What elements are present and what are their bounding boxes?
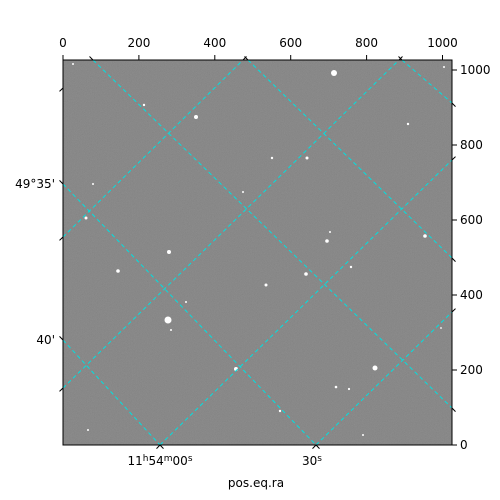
grid-line-dec [63,60,400,389]
left-tick [59,87,64,92]
right-axis-labels: 1000 800 600 400 200 0 [460,63,491,452]
grid-line-dec [159,159,452,445]
left-axis-labels: 49°35' 40' [15,177,55,347]
star [372,365,378,371]
top-axis-labels: 0 200 400 600 800 1000 [59,36,458,50]
star [423,234,427,238]
star [142,103,146,107]
left-tick-label: 49°35' [15,177,55,191]
grid-line-ra [247,60,452,259]
bottom-tick [156,444,161,449]
star [278,409,282,413]
grid-line-dec [315,311,452,445]
star [406,122,410,126]
right-dec-tick [451,257,456,262]
left-tick [59,180,64,185]
left-axis [59,87,64,392]
star [242,191,244,193]
left-tick [59,387,64,392]
left-tick-label: 40' [36,333,55,347]
star [334,385,338,389]
right-tick-label: 600 [460,213,483,227]
grid-line-ra [63,339,161,445]
star [194,115,198,119]
top-ra-tick [89,56,94,61]
star [167,250,171,254]
star [443,66,445,68]
top-tick-label: 800 [355,36,378,50]
star [329,231,331,233]
star [87,429,89,431]
star [305,156,309,160]
top-ra-tick [242,56,247,61]
star [264,283,268,287]
right-tick-label: 400 [460,288,483,302]
star [170,329,172,331]
right-dec-tick [451,102,456,107]
star [92,183,94,185]
sky-noise [63,60,452,445]
star [164,316,172,324]
left-tick [59,336,64,341]
star [349,265,353,269]
star [362,434,364,436]
star [331,70,337,76]
star [72,63,74,65]
grid-line-ra [401,60,452,104]
star [347,387,351,391]
x-axis-label: pos.eq.ra [228,476,284,490]
left-tick [59,236,64,241]
star [440,327,442,329]
top-tick-label: 0 [59,36,67,50]
right-dec-tick [451,308,456,313]
right-tick-label: 0 [460,438,468,452]
right-dec-ticks [451,102,456,412]
star [270,156,274,160]
right-tick-label: 1000 [460,63,491,77]
right-dec-tick [451,156,456,161]
right-tick-label: 200 [460,363,483,377]
star [325,239,329,243]
star [116,269,120,273]
top-tick-label: 1000 [427,36,458,50]
right-axis [452,69,457,446]
right-tick-label: 800 [460,138,483,152]
top-axis [62,55,443,60]
grid-line-ra [92,60,452,409]
star [84,216,88,220]
bottom-axis [156,444,320,449]
top-ra-tick [244,56,249,61]
bottom-tick [159,444,164,449]
top-tick-label: 200 [127,36,150,50]
star [304,272,308,276]
star [185,301,187,303]
top-tick-label: 600 [279,36,302,50]
top-tick-label: 400 [203,36,226,50]
top-ra-ticks [89,56,403,61]
plot-frame [62,59,453,446]
grid-line-dec [63,60,244,238]
bottom-tick-label: 11h54m00s [127,454,192,468]
bottom-tick [312,444,317,449]
bottom-tick-label: 30s [302,454,322,468]
top-ra-tick [398,56,403,61]
bottom-tick [315,444,320,449]
right-dec-tick [451,407,456,412]
bottom-axis-labels: 11h54m00s 30s [127,454,322,468]
coordinate-grid [63,60,452,445]
grid-line-ra [63,183,317,445]
